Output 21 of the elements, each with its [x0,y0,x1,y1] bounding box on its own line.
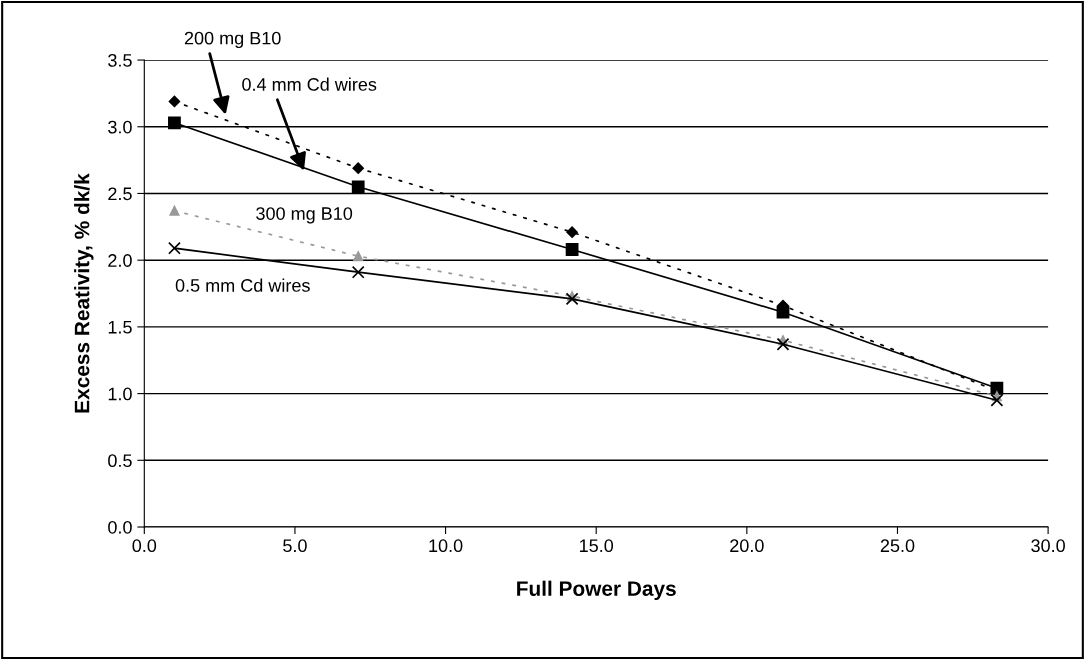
x-tick-label: 25.0 [880,539,915,553]
y-tick-label: 0.0 [108,520,132,534]
y-tick-label: 3.5 [108,53,132,67]
annotation: 0.5 mm Cd wires [175,278,310,292]
x-tick-label: 0.0 [132,539,157,553]
y-tick-label: 2.0 [108,254,132,267]
x-tick-label: 20.0 [730,539,764,553]
x-tick-label: 30.0 [1031,539,1065,553]
y-tick-label: 1.5 [108,321,132,334]
y-axis-title: Excess Reativity, % dk/k [74,173,94,413]
annotation: 0.4 mm Cd wires [242,77,377,91]
x-tick-label: 5.0 [283,539,307,553]
y-tick-label: 1.0 [108,387,132,401]
y-tick-label: 2.5 [108,187,132,201]
x-axis-title: Full Power Days [517,580,676,601]
x-tick-label: 15.0 [580,539,614,553]
y-tick-label: 3.0 [108,120,132,134]
annotation: 300 mg B10 [256,207,353,224]
annotation: 200 mg B10 [184,31,281,49]
y-tick-label: 0.5 [108,454,132,468]
x-tick-label: 10.0 [429,539,463,553]
